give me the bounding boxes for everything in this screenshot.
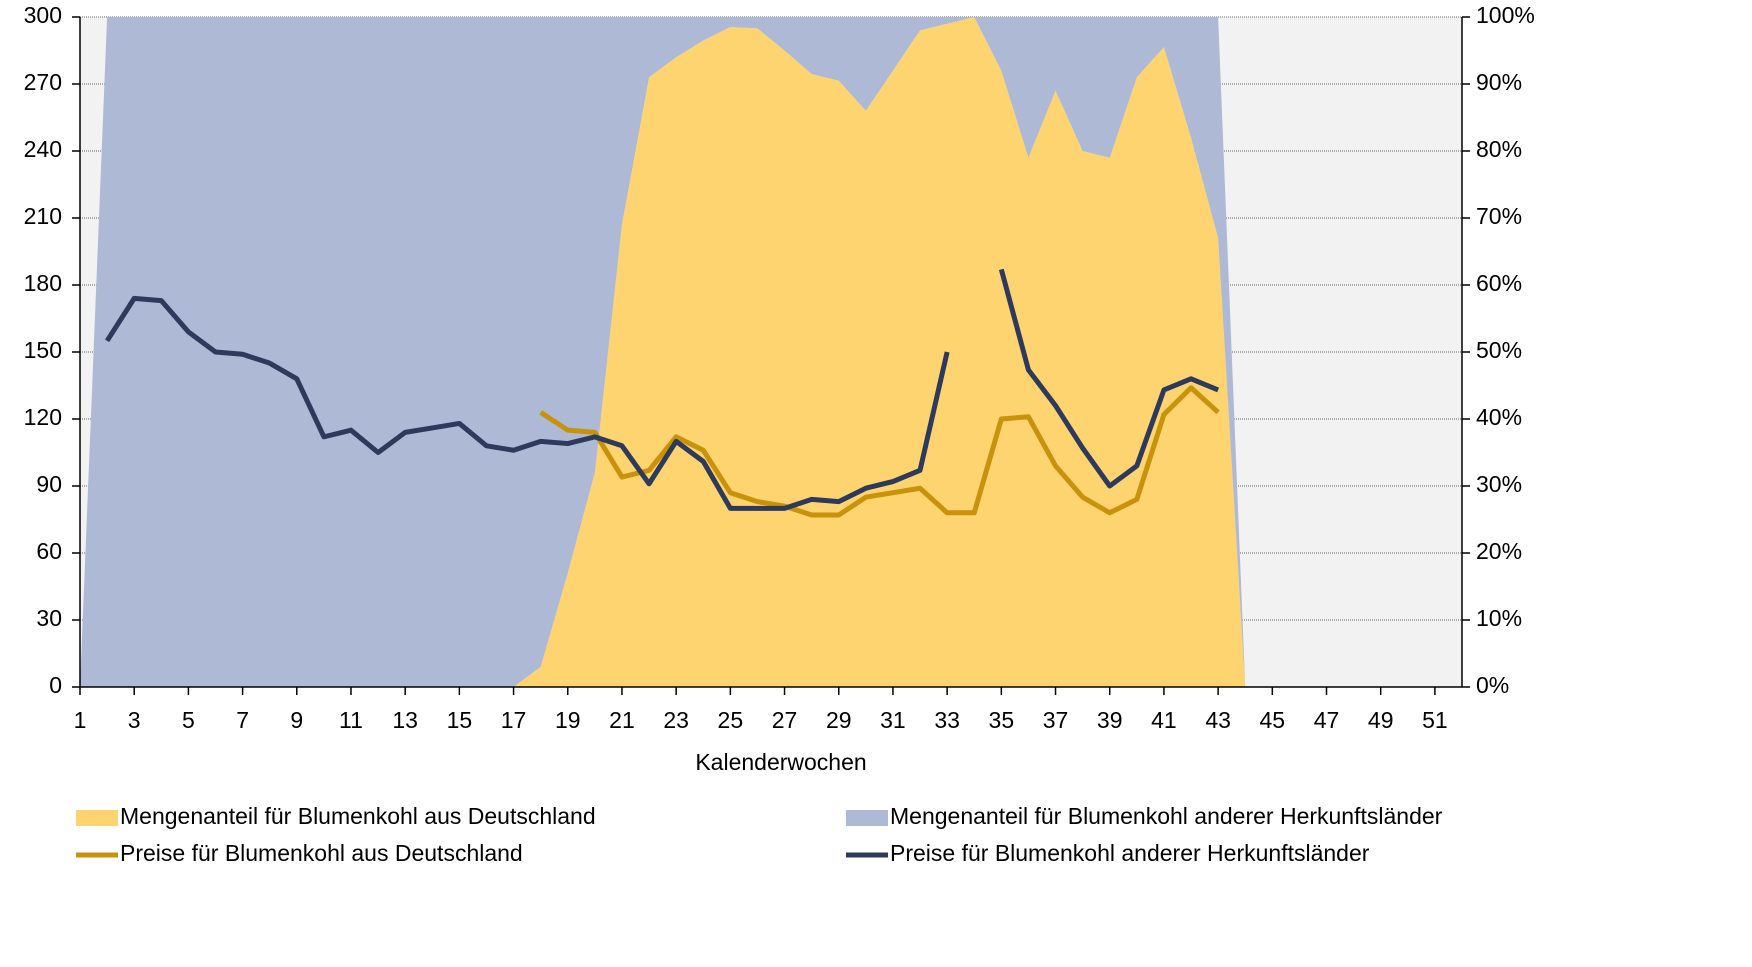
y2-tick-label: 80% — [1476, 136, 1522, 162]
x-tick-label: 49 — [1368, 707, 1394, 733]
x-tick-label: 25 — [718, 707, 744, 733]
y-tick-label: 210 — [24, 203, 62, 229]
x-tick-label: 23 — [663, 707, 689, 733]
y2-tick-label: 0% — [1476, 672, 1509, 698]
y2-tick-label: 10% — [1476, 605, 1522, 631]
x-tick-label: 13 — [392, 707, 418, 733]
y-tick-label: 0 — [49, 672, 62, 698]
x-tick-label: 39 — [1097, 707, 1123, 733]
x-tick-label: 29 — [826, 707, 852, 733]
x-tick-label: 27 — [772, 707, 798, 733]
x-tick-label: 43 — [1205, 707, 1231, 733]
y-tick-label: 180 — [24, 270, 62, 296]
x-tick-label: 17 — [501, 707, 527, 733]
x-tick-label: 11 — [339, 707, 363, 733]
x-tick-label: 35 — [989, 707, 1015, 733]
x-tick-label: 5 — [182, 707, 195, 733]
legend-swatch — [76, 810, 118, 826]
legend-label: Mengenanteil für Blumenkohl anderer Herk… — [890, 803, 1443, 829]
y-tick-label: 90 — [36, 471, 62, 497]
legend-swatch — [846, 810, 888, 826]
y2-tick-label: 50% — [1476, 337, 1522, 363]
legend-label: Mengenanteil für Blumenkohl aus Deutschl… — [120, 803, 596, 829]
x-tick-label: 31 — [880, 707, 906, 733]
line — [539, 385, 1220, 518]
y2-tick-label: 90% — [1476, 69, 1522, 95]
y-tick-label: 120 — [24, 404, 62, 430]
y2-tick-label: 70% — [1476, 203, 1522, 229]
y-tick-label: 30 — [36, 605, 62, 631]
y-tick-label: 300 — [24, 2, 62, 28]
area — [80, 17, 1246, 687]
x-tick-label: 7 — [236, 707, 249, 733]
x-tick-label: 15 — [447, 707, 473, 733]
legend-label: Preise für Blumenkohl anderer Herkunftsl… — [890, 840, 1370, 866]
x-tick-label: 41 — [1151, 707, 1177, 733]
area — [80, 17, 1246, 687]
x-tick-label: 47 — [1314, 707, 1340, 733]
x-tick-label: 33 — [934, 707, 960, 733]
x-axis-label: Kalenderwochen — [695, 749, 866, 775]
legend-label: Preise für Blumenkohl aus Deutschland — [120, 840, 523, 866]
x-tick-label: 9 — [290, 707, 303, 733]
x-tick-label: 19 — [555, 707, 581, 733]
x-tick-label: 45 — [1260, 707, 1286, 733]
y-tick-label: 60 — [36, 538, 62, 564]
x-tick-label: 37 — [1043, 707, 1069, 733]
y-tick-label: 240 — [24, 136, 62, 162]
y2-tick-label: 30% — [1476, 471, 1522, 497]
x-tick-label: 21 — [609, 707, 635, 733]
y-tick-label: 270 — [24, 69, 62, 95]
y2-tick-label: 20% — [1476, 538, 1522, 564]
y2-tick-label: 40% — [1476, 404, 1522, 430]
x-tick-label: 51 — [1422, 707, 1448, 733]
y2-tick-label: 100% — [1476, 2, 1535, 28]
y-tick-label: 150 — [24, 337, 62, 363]
line — [104, 268, 1220, 511]
x-tick-label: 1 — [74, 707, 87, 733]
x-tick-label: 3 — [128, 707, 141, 733]
y2-tick-label: 60% — [1476, 270, 1522, 296]
